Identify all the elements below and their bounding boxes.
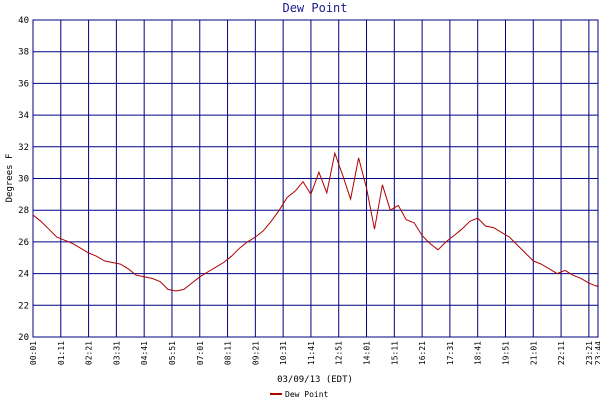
y-tick-label: 30	[18, 175, 29, 185]
x-tick-label: 16:21	[418, 341, 427, 365]
y-tick-label: 22	[18, 301, 29, 311]
x-tick-label: 22:11	[557, 341, 566, 365]
x-tick-label: 17:31	[446, 341, 455, 365]
x-tick-label: 19:51	[501, 341, 510, 365]
y-tick-label: 32	[18, 143, 29, 153]
y-tick-label: 34	[18, 111, 29, 121]
y-tick-label: 36	[18, 79, 29, 89]
x-tick-label: 10:31	[279, 341, 288, 365]
data-line	[32, 151, 599, 292]
x-tick-label: 05:51	[168, 341, 177, 365]
x-tick-label: 23:21	[585, 341, 594, 365]
x-tick-label: 18:41	[474, 341, 483, 365]
x-tick-label: 03:31	[112, 341, 121, 365]
x-tick-label: 12:51	[335, 341, 344, 365]
x-tick-label: 11:41	[307, 341, 316, 365]
x-tick-label: 15:11	[390, 341, 399, 365]
x-tick-label: 23:44	[594, 341, 600, 365]
y-tick-label: 38	[18, 48, 29, 58]
x-tick-label: 02:21	[85, 341, 94, 365]
x-tick-label: 08:11	[224, 341, 233, 365]
y-tick-label: 24	[18, 270, 29, 280]
x-tick-label: 01:11	[57, 341, 66, 365]
x-tick-label: 04:41	[140, 341, 149, 365]
x-axis-label: 03/09/13 (EDT)	[277, 375, 353, 385]
y-tick-label: 26	[18, 238, 29, 248]
chart-title: Dew Point	[282, 1, 347, 15]
y-axis-label: Degrees F	[5, 154, 15, 203]
x-tick-label: 07:01	[196, 341, 205, 365]
x-tick-label: 21:01	[529, 341, 538, 365]
y-tick-label: 20	[18, 333, 29, 343]
legend-label: Dew Point	[285, 390, 329, 399]
x-tick-label: 14:01	[363, 341, 372, 365]
y-tick-label: 28	[18, 206, 29, 216]
x-tick-label: 09:21	[251, 341, 260, 365]
x-tick-label: 00:01	[29, 341, 38, 365]
y-tick-label: 40	[18, 16, 29, 26]
